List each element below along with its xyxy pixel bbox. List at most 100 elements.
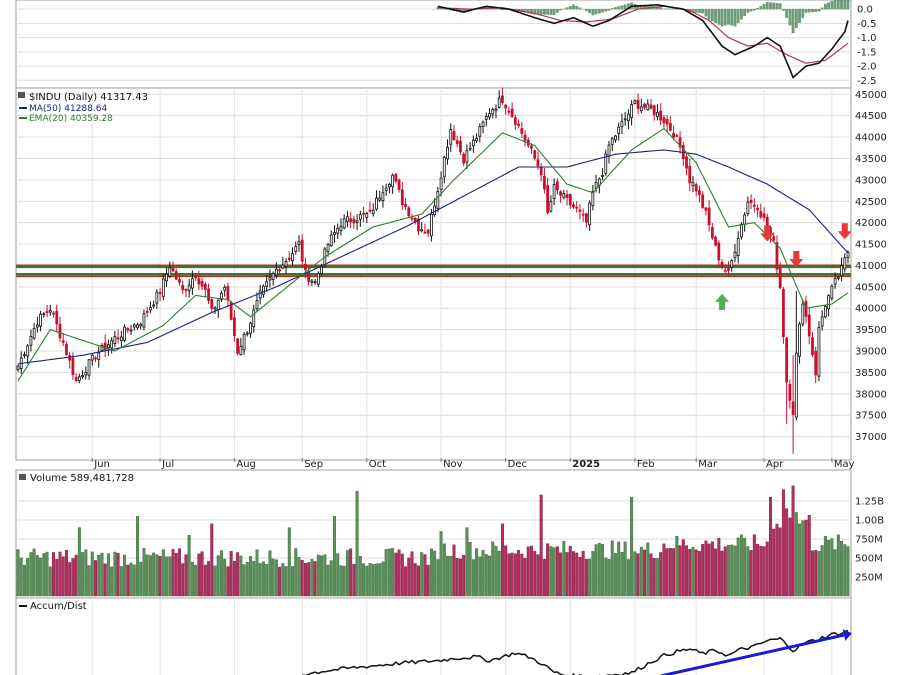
volume-bar: [707, 543, 711, 597]
candle-body: [788, 384, 792, 401]
candle-body: [620, 121, 624, 128]
macd-histogram-bar: [759, 6, 763, 10]
volume-bar: [788, 517, 792, 597]
accum-dist-panel: Accum/Dist: [15, 597, 852, 675]
candle-body: [320, 266, 323, 274]
ema20-line: [17, 127, 849, 382]
price-tick-label: 37000: [855, 432, 887, 443]
volume-bar: [239, 555, 243, 597]
candle-body: [572, 204, 575, 208]
volume-bar: [158, 556, 162, 597]
volume-bar: [77, 527, 81, 597]
candle-body: [378, 197, 382, 201]
volume-bar: [116, 552, 120, 597]
candle-body: [271, 273, 275, 280]
macd-histogram-bar: [711, 8, 714, 22]
volume-bar: [681, 539, 685, 597]
candle-body: [649, 104, 653, 109]
candle-body: [97, 352, 101, 360]
volume-bar: [200, 551, 204, 597]
price-tick-label: 39000: [855, 347, 887, 358]
volume-bar: [668, 548, 672, 597]
volume-tick-label: 1.25B: [855, 497, 884, 508]
candle-body: [346, 216, 349, 222]
macd-histogram-bar: [559, 8, 562, 11]
candle-body: [333, 232, 336, 235]
volume-bar: [652, 558, 656, 597]
candle-body: [417, 218, 420, 232]
macd-histogram-bar: [610, 8, 614, 10]
macd-histogram-bar: [782, 8, 785, 11]
volume-bar: [565, 552, 569, 597]
macd-histogram-bar: [807, 8, 811, 13]
volume-bar: [562, 541, 566, 597]
macd-histogram-bar: [736, 8, 740, 23]
volume-panel: 1.25B 1.00B 750M 500M 250M Volume 589,481,72…: [15, 469, 884, 599]
volume-bars: [16, 485, 850, 597]
price-tick-label: 40000: [855, 304, 887, 315]
volume-bar: [439, 531, 443, 597]
candle-body: [45, 311, 49, 313]
volume-bar: [733, 545, 737, 597]
volume-bar: [704, 540, 708, 597]
candle-body: [52, 312, 55, 315]
candle-body: [704, 207, 708, 211]
volume-bar: [846, 546, 850, 597]
macd-histogram-bar: [840, 0, 843, 10]
volume-bar: [513, 553, 517, 597]
candle-body: [740, 223, 743, 238]
macd-histogram-bar: [704, 8, 708, 17]
candle-body: [791, 401, 795, 415]
volume-bar: [588, 558, 592, 597]
candle-body: [775, 242, 779, 270]
macd-histogram-bar: [623, 4, 627, 10]
candle-body: [785, 337, 789, 383]
ma50-legend: MA(50) 41288.64: [29, 104, 107, 114]
accum-dist-label: Accum/Dist: [30, 601, 87, 612]
volume-bar: [633, 551, 637, 597]
volume-bar: [284, 566, 288, 597]
candle-body: [200, 281, 204, 287]
volume-bar: [710, 541, 714, 597]
macd-histogram-bar: [572, 4, 575, 10]
macd-histogram-bar: [620, 5, 624, 10]
volume-bar: [190, 561, 194, 597]
volume-bar: [672, 548, 676, 597]
candle-body: [203, 283, 207, 290]
macd-histogram-bar: [727, 8, 730, 25]
candle-body: [513, 117, 517, 125]
macd-histogram-bar: [843, 0, 847, 10]
candle-body: [119, 336, 123, 341]
macd-tick-label: -1.5: [857, 47, 877, 58]
candle-body: [397, 179, 401, 190]
volume-bar: [442, 543, 446, 597]
price-panel: 45000 44500 44000 43500 43000 42500 42000 41500…: [15, 87, 887, 461]
price-tick-label: 39500: [855, 325, 887, 336]
volume-bar: [697, 551, 701, 597]
macd-histogram-bar: [798, 8, 801, 23]
volume-bar: [433, 550, 437, 597]
volume-bar: [730, 544, 734, 597]
candle-body: [552, 184, 556, 200]
candle-body: [110, 340, 114, 349]
macd-tick-label: -2.5: [857, 76, 877, 87]
candle-body: [316, 273, 320, 285]
volume-bar: [84, 549, 88, 597]
volume-bar: [110, 566, 114, 597]
volume-bar: [161, 549, 165, 597]
candle-body: [678, 137, 682, 148]
candle-body: [668, 123, 672, 131]
volume-bar: [381, 561, 385, 597]
volume-bar: [526, 546, 530, 597]
price-tick-label: 41000: [855, 261, 887, 272]
macd-tick-label: -0.5: [857, 19, 877, 30]
macd-histogram-bar: [597, 8, 601, 14]
volume-bar: [358, 556, 362, 597]
volume-bar: [287, 527, 291, 597]
candle-body: [223, 287, 227, 291]
candle-body: [772, 236, 776, 241]
price-tick-label: 38500: [855, 368, 887, 379]
volume-bar: [752, 534, 756, 597]
candle-body: [720, 261, 724, 268]
macd-histogram-bar: [594, 8, 598, 15]
